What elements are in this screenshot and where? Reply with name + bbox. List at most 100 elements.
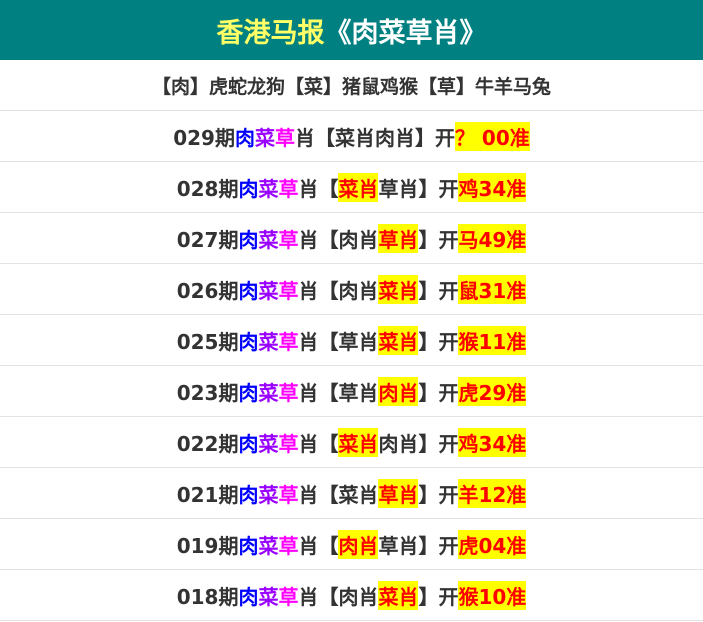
open-label: 开	[438, 482, 459, 507]
name-cao: 草	[278, 431, 299, 456]
pick: 肉肖	[338, 584, 379, 609]
bracket-open: 【	[318, 278, 339, 303]
result: ？ 00准	[454, 121, 530, 151]
open-label: 开	[438, 584, 459, 609]
pick: 菜肖	[378, 274, 419, 304]
name-cai: 菜	[258, 176, 279, 201]
result: 鼠31准	[458, 274, 527, 304]
name-cai: 菜	[258, 227, 279, 252]
name-cai: 菜	[258, 278, 279, 303]
name-cai: 菜	[254, 125, 275, 150]
pick: 肉肖	[338, 227, 379, 252]
name-rou: 肉	[234, 125, 255, 150]
name-rou: 肉	[238, 176, 259, 201]
name-rou: 肉	[238, 227, 259, 252]
name-cai: 菜	[258, 584, 279, 609]
name-suffix: 肖	[298, 482, 319, 507]
title-brand: 香港马报	[216, 17, 325, 49]
name-suffix: 肖	[298, 176, 319, 201]
pick: 草肖	[378, 478, 419, 508]
name-suffix: 肖	[298, 329, 319, 354]
prediction-row: 027期肉菜草肖【肉肖 草肖】开马49准	[0, 213, 703, 264]
result: 猴11准	[458, 325, 527, 355]
period: 025期	[176, 329, 239, 354]
period: 018期	[176, 584, 239, 609]
name-cao: 草	[278, 329, 299, 354]
pick: 菜肖	[378, 580, 419, 610]
bracket-close: 】	[418, 431, 439, 456]
bracket-close: 】	[418, 329, 439, 354]
bracket-close: 】	[418, 584, 439, 609]
result: 马49准	[458, 223, 527, 253]
name-rou: 肉	[238, 482, 259, 507]
pick: 草肖	[338, 329, 379, 354]
name-suffix: 肖	[298, 380, 319, 405]
pick: 菜肖	[338, 172, 379, 202]
period: 028期	[176, 176, 239, 201]
prediction-row: 025期肉菜草肖【草肖 菜肖】开猴11准	[0, 315, 703, 366]
result: 虎29准	[458, 376, 527, 406]
bracket-open: 【	[318, 482, 339, 507]
name-suffix: 肖	[298, 533, 319, 558]
name-cai: 菜	[258, 431, 279, 456]
name-cao: 草	[278, 584, 299, 609]
prediction-row: 019期肉菜草肖【肉肖 草肖】开虎04准	[0, 519, 703, 570]
result: 羊12准	[458, 478, 527, 508]
open-label: 开	[434, 125, 455, 150]
prediction-list: 029期肉菜草肖【菜肖 肉肖】开？ 00准 028期肉菜草肖【菜肖 草肖】开鸡34准 0…	[0, 111, 703, 621]
name-suffix: 肖	[294, 125, 315, 150]
pick: 草肖	[378, 223, 419, 253]
pick: 草肖	[378, 176, 419, 201]
name-rou: 肉	[238, 380, 259, 405]
name-cai: 菜	[258, 482, 279, 507]
prediction-row: 029期肉菜草肖【菜肖 肉肖】开？ 00准	[0, 111, 703, 162]
open-label: 开	[438, 227, 459, 252]
bracket-close: 】	[418, 278, 439, 303]
prediction-row: 028期肉菜草肖【菜肖 草肖】开鸡34准	[0, 162, 703, 213]
result: 鸡34准	[458, 427, 527, 457]
result: 虎04准	[458, 529, 527, 559]
name-rou: 肉	[238, 431, 259, 456]
pick: 菜肖	[334, 125, 375, 150]
pick: 草肖	[338, 380, 379, 405]
name-cao: 草	[278, 227, 299, 252]
bracket-close: 】	[418, 227, 439, 252]
result: 猴10准	[458, 580, 527, 610]
bracket-close: 】	[418, 482, 439, 507]
period: 022期	[176, 431, 239, 456]
page-header: 香港马报 《肉菜草肖》	[0, 0, 703, 60]
bracket-close: 】	[414, 125, 435, 150]
name-cao: 草	[278, 482, 299, 507]
bracket-open: 【	[318, 227, 339, 252]
pick: 肉肖	[338, 278, 379, 303]
period: 026期	[176, 278, 239, 303]
bracket-open: 【	[318, 584, 339, 609]
bracket-close: 】	[418, 380, 439, 405]
open-label: 开	[438, 329, 459, 354]
zodiac-legend: 【肉】虎蛇龙狗【菜】猪鼠鸡猴【草】牛羊马兔	[0, 60, 703, 111]
open-label: 开	[438, 380, 459, 405]
name-cai: 菜	[258, 533, 279, 558]
pick: 草肖	[378, 533, 419, 558]
prediction-row: 026期肉菜草肖【肉肖 菜肖】开鼠31准	[0, 264, 703, 315]
prediction-row: 023期肉菜草肖【草肖 肉肖】开虎29准	[0, 366, 703, 417]
name-cao: 草	[278, 278, 299, 303]
bracket-open: 【	[318, 380, 339, 405]
prediction-row: 021期肉菜草肖【菜肖 草肖】开羊12准	[0, 468, 703, 519]
name-suffix: 肖	[298, 431, 319, 456]
pick: 肉肖	[338, 529, 379, 559]
period: 027期	[176, 227, 239, 252]
name-cai: 菜	[258, 329, 279, 354]
name-rou: 肉	[238, 584, 259, 609]
name-cao: 草	[278, 533, 299, 558]
bracket-open: 【	[318, 329, 339, 354]
name-cai: 菜	[258, 380, 279, 405]
bracket-open: 【	[314, 125, 335, 150]
bracket-close: 】	[418, 176, 439, 201]
open-label: 开	[438, 176, 459, 201]
period: 021期	[176, 482, 239, 507]
name-cao: 草	[278, 176, 299, 201]
open-label: 开	[438, 431, 459, 456]
name-rou: 肉	[238, 278, 259, 303]
bracket-open: 【	[318, 176, 339, 201]
